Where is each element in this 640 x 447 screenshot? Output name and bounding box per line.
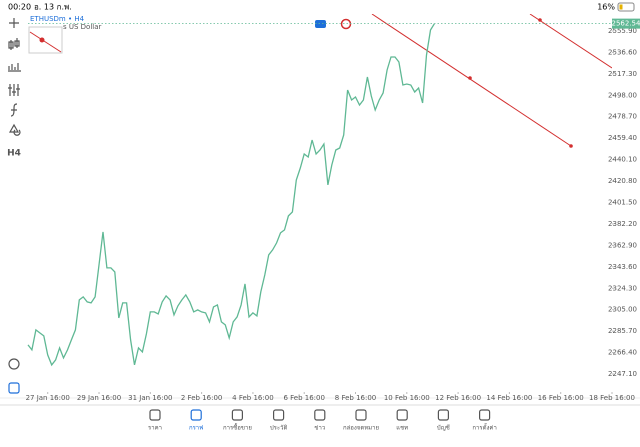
x-tick-label: 4 Feb 16:00 — [232, 394, 273, 402]
price-line — [27, 23, 435, 367]
y-tick-label: 2285.70 — [608, 327, 637, 335]
x-tick-label: 16 Feb 16:00 — [538, 394, 584, 402]
y-tick-label: 2305.00 — [608, 306, 637, 314]
x-tick-label: 2 Feb 16:00 — [181, 394, 222, 402]
trend-line — [529, 14, 612, 69]
y-tick-label: 2459.40 — [608, 134, 637, 142]
x-tick-label: 12 Feb 16:00 — [435, 394, 481, 402]
x-tick-label: 31 Jan 16:00 — [128, 394, 172, 402]
y-tick-label: 2555.90 — [608, 27, 637, 35]
x-tick-label: 10 Feb 16:00 — [384, 394, 430, 402]
nav-label: กราฟ — [189, 425, 203, 432]
nav-label: ข่าว — [314, 425, 325, 432]
nav-label: บัญชี — [437, 424, 450, 432]
y-tick-label: 2420.80 — [608, 177, 637, 185]
thumbnail-dot — [39, 37, 45, 43]
thumbnail-line — [29, 31, 62, 53]
y-tick-label: 2382.20 — [608, 220, 637, 228]
nav-icon — [314, 409, 326, 421]
x-tick-label: 8 Feb 16:00 — [335, 394, 376, 402]
y-tick-label: 2440.10 — [608, 156, 637, 164]
nav-label: ประวัติ — [270, 425, 288, 432]
trend-point — [468, 76, 472, 80]
nav-item[interactable]: ประวัติ — [270, 409, 288, 432]
nav-item[interactable]: ข่าว — [314, 409, 326, 432]
trend-point — [538, 18, 542, 22]
y-tick-label: 2362.90 — [608, 241, 637, 249]
nav-icon — [273, 409, 285, 421]
status-date: อ. 13 ก.พ. — [34, 3, 72, 12]
left-toolbar — [8, 18, 21, 394]
x-tick-label: 27 Jan 16:00 — [26, 394, 70, 402]
y-tick-label: 2517.30 — [608, 70, 637, 78]
symbol-label: ETHUSDm • H4 — [30, 15, 85, 23]
sell-button[interactable] — [315, 20, 326, 28]
nav-icon — [149, 409, 161, 421]
volume-tool[interactable] — [8, 63, 21, 72]
nav-label: การตั้งค่า — [472, 422, 496, 432]
one-click-tool[interactable] — [8, 382, 20, 394]
trend-point — [569, 144, 573, 148]
y-tick-label: 2401.50 — [608, 199, 637, 207]
crosshair-tool[interactable] — [9, 18, 19, 28]
nav-item[interactable]: บัญชี — [437, 409, 450, 432]
x-tick-label: 18 Feb 16:00 — [589, 394, 635, 402]
nav-label: แชท — [396, 425, 408, 432]
nav-icon — [479, 409, 491, 421]
y-tick-label: 2247.10 — [608, 370, 637, 378]
nav-icon — [231, 409, 243, 421]
nav-label: กล่องจดหมาย — [343, 425, 379, 432]
nav-item[interactable]: ราคา — [148, 409, 162, 432]
nav-item[interactable]: การซื้อขาย — [223, 409, 252, 432]
y-tick-label: 2478.70 — [608, 113, 637, 121]
timeframe-button[interactable]: H4 — [7, 149, 21, 159]
y-tick-label: 2266.40 — [608, 349, 637, 357]
y-tick-label: 2536.60 — [608, 48, 637, 56]
symbol-description: s US Dollar — [63, 23, 102, 31]
trend-lines — [371, 14, 612, 148]
status-battery: 16% — [597, 3, 615, 12]
objects-tool[interactable] — [8, 123, 21, 136]
x-tick-label: 29 Jan 16:00 — [77, 394, 121, 402]
y-tick-label: 2343.60 — [608, 263, 637, 271]
y-tick-label: 2498.00 — [608, 91, 637, 99]
nav-item[interactable]: กล่องจดหมาย — [343, 409, 379, 432]
nav-icon — [437, 409, 449, 421]
trade-tool[interactable] — [8, 358, 20, 370]
settings-tool[interactable] — [8, 84, 20, 96]
nav-icon — [396, 409, 408, 421]
nav-label: ราคา — [148, 425, 162, 432]
nav-icon — [190, 409, 202, 421]
battery-icon — [617, 2, 635, 12]
nav-label: การซื้อขาย — [223, 422, 252, 432]
last-price-label: 2562.54 — [612, 20, 640, 28]
status-time: 00:20 — [8, 3, 31, 12]
nav-item[interactable]: กราฟ — [189, 409, 203, 432]
nav-item[interactable]: แชท — [396, 409, 408, 432]
x-tick-label: 6 Feb 16:00 — [283, 394, 324, 402]
indicators-tool[interactable] — [8, 38, 20, 50]
y-tick-label: 2324.30 — [608, 284, 637, 292]
nav-item[interactable]: การตั้งค่า — [472, 409, 497, 432]
trend-line — [371, 14, 572, 147]
function-tool[interactable] — [10, 103, 18, 117]
last-price-box — [612, 18, 640, 29]
x-tick-label: 14 Feb 16:00 — [486, 394, 532, 402]
battery-level — [619, 4, 623, 10]
nav-icon — [355, 409, 367, 421]
